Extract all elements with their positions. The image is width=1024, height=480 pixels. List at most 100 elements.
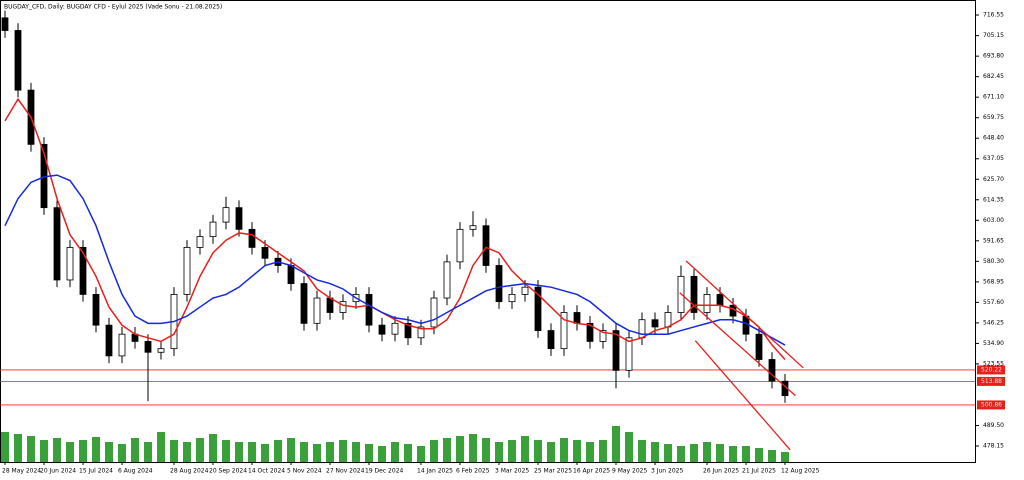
candle-body bbox=[638, 319, 646, 339]
volume-bar bbox=[79, 440, 87, 462]
volume-bar bbox=[443, 438, 451, 462]
candle-body bbox=[547, 330, 555, 350]
level-label: 520.22 bbox=[981, 366, 1002, 373]
volume-bar bbox=[573, 440, 581, 462]
volume-bar bbox=[248, 442, 256, 462]
volume-bar bbox=[482, 438, 490, 462]
x-tick-label: 14 Oct 2024 bbox=[248, 468, 285, 475]
volume-bar bbox=[300, 442, 308, 462]
candle-body bbox=[521, 286, 529, 295]
volume-bar bbox=[118, 444, 126, 462]
candle-body bbox=[612, 330, 620, 371]
candle-body bbox=[92, 294, 100, 326]
volume-bar bbox=[365, 444, 373, 462]
x-tick-label: 19 Dec 2024 bbox=[365, 468, 404, 475]
volume-bar bbox=[27, 436, 35, 462]
y-tick-label: 523.55 bbox=[983, 360, 1004, 367]
candle-body bbox=[157, 348, 165, 353]
candle-body bbox=[53, 207, 61, 281]
volume-bar bbox=[40, 440, 48, 462]
volume-bar bbox=[53, 438, 61, 462]
y-tick-label: 557.60 bbox=[983, 299, 1004, 306]
volume-bar bbox=[716, 444, 724, 462]
volume-bar bbox=[430, 440, 438, 462]
x-tick-label: 5 Nov 2024 bbox=[287, 468, 322, 475]
candle-body bbox=[690, 275, 698, 313]
level-tag bbox=[977, 400, 1005, 410]
volume-bar bbox=[183, 442, 191, 462]
candle-body bbox=[378, 324, 386, 335]
candle-body bbox=[118, 333, 126, 357]
volume-bar bbox=[677, 446, 685, 462]
volume-bar bbox=[170, 440, 178, 462]
candle-body bbox=[703, 294, 711, 313]
trend-line bbox=[679, 292, 796, 397]
volume-bar bbox=[105, 442, 113, 462]
y-tick-label: 546.25 bbox=[983, 319, 1004, 326]
volume-bar bbox=[508, 440, 516, 462]
candle-body bbox=[79, 247, 87, 295]
volume-bar bbox=[586, 442, 594, 462]
x-tick-label: 6 Feb 2025 bbox=[456, 468, 490, 475]
volume-bar bbox=[196, 438, 204, 462]
volume-bar bbox=[274, 440, 282, 462]
candle-body bbox=[534, 286, 542, 331]
x-tick-label: 15 Jul 2024 bbox=[79, 468, 113, 475]
chart-title: BUGDAY_CFD, Daily: BUGDAY CFD - Eylul 20… bbox=[4, 4, 222, 11]
candle-body bbox=[1, 17, 9, 31]
level-tag bbox=[977, 365, 1005, 375]
candle-body bbox=[430, 297, 438, 328]
candle-body bbox=[508, 294, 516, 303]
y-tick-label: 534.90 bbox=[983, 340, 1004, 347]
volume-bar bbox=[755, 448, 763, 462]
candle-body bbox=[66, 247, 74, 281]
x-tick-label: 28 Aug 2024 bbox=[170, 468, 209, 475]
volume-bar bbox=[703, 442, 711, 462]
x-tick-label: 9 May 2025 bbox=[612, 468, 647, 475]
candle-body bbox=[716, 294, 724, 306]
level-label: 513.88 bbox=[981, 378, 1002, 385]
candle-body bbox=[482, 225, 490, 266]
volume-bar bbox=[690, 444, 698, 462]
candle-body bbox=[365, 294, 373, 326]
volume-bar bbox=[92, 437, 100, 462]
volume-bar bbox=[534, 440, 542, 462]
x-tick-label: 14 Jan 2025 bbox=[417, 468, 453, 475]
volume-bar bbox=[495, 442, 503, 462]
candle-body bbox=[664, 312, 672, 328]
y-tick-label: 614.35 bbox=[983, 196, 1004, 203]
volume-bar bbox=[391, 442, 399, 462]
candle-body bbox=[469, 225, 477, 230]
candle-body bbox=[222, 207, 230, 223]
trend-line bbox=[685, 260, 804, 369]
volume-bar bbox=[729, 446, 737, 462]
candle-body bbox=[599, 330, 607, 342]
volume-bar bbox=[287, 438, 295, 462]
x-tick-label: 28 May 2024 bbox=[2, 468, 41, 475]
volume-bar bbox=[66, 442, 74, 462]
x-tick-label: 25 Mar 2025 bbox=[534, 468, 572, 475]
candle-body bbox=[261, 247, 269, 259]
volume-bar bbox=[521, 436, 529, 462]
y-tick-label: 478.15 bbox=[983, 443, 1004, 450]
candle-body bbox=[235, 207, 243, 230]
x-tick-label: 6 Aug 2024 bbox=[118, 468, 153, 475]
y-tick-label: 648.40 bbox=[983, 135, 1004, 142]
volume-bar bbox=[14, 434, 22, 462]
candle-body bbox=[144, 341, 152, 353]
volume-bar bbox=[144, 442, 152, 462]
volume-bar bbox=[157, 432, 165, 462]
volume-bar bbox=[638, 440, 646, 462]
x-tick-label: 12 Aug 2025 bbox=[781, 468, 820, 475]
candle-body bbox=[625, 337, 633, 371]
y-tick-label: 659.75 bbox=[983, 114, 1004, 121]
candle-body bbox=[443, 261, 451, 299]
candle-body bbox=[326, 297, 334, 313]
x-tick-label: 21 Jul 2025 bbox=[742, 468, 776, 475]
y-tick-label: 682.45 bbox=[983, 73, 1004, 80]
volume-bar bbox=[651, 442, 659, 462]
candle-body bbox=[651, 319, 659, 328]
candle-body bbox=[456, 228, 464, 263]
y-tick-label: 637.05 bbox=[983, 155, 1004, 162]
volume-bar bbox=[768, 450, 776, 462]
